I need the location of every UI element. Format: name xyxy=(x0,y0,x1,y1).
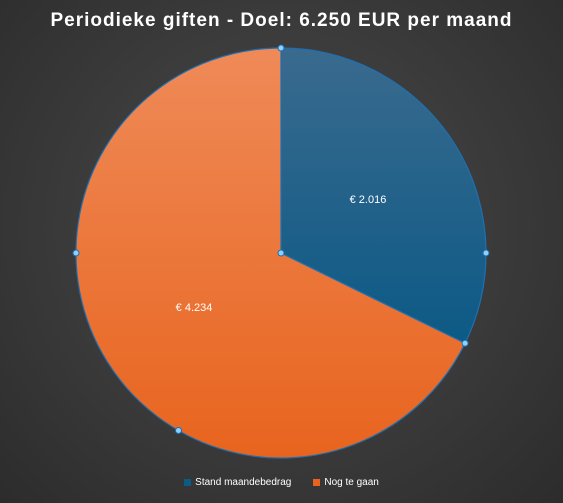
pie-slice-1[interactable] xyxy=(75,47,466,459)
legend-swatch xyxy=(184,479,192,486)
legend-swatch xyxy=(313,479,321,486)
chart-legend: Stand maandebedrag Nog te gaan xyxy=(0,477,563,488)
selection-handle[interactable] xyxy=(175,427,182,435)
slice-data-label: € 4.234 xyxy=(176,302,213,314)
legend-label: Stand maandebedrag xyxy=(195,477,292,488)
legend-item-nog-te-gaan[interactable]: Nog te gaan xyxy=(313,477,379,488)
chart-title: Periodieke giften - Doel: 6.250 EUR per … xyxy=(50,10,513,31)
selection-handle[interactable] xyxy=(461,339,469,347)
slice-data-label: € 2.016 xyxy=(350,194,387,206)
pie-slice-0[interactable] xyxy=(280,47,487,345)
selection-handle[interactable] xyxy=(277,249,285,257)
selection-handle[interactable] xyxy=(72,249,80,257)
selection-handle[interactable] xyxy=(277,44,285,52)
legend-item-stand-maandebedrag[interactable]: Stand maandebedrag xyxy=(184,477,291,488)
selection-handle[interactable] xyxy=(482,249,490,257)
legend-label: Nog te gaan xyxy=(324,477,379,488)
